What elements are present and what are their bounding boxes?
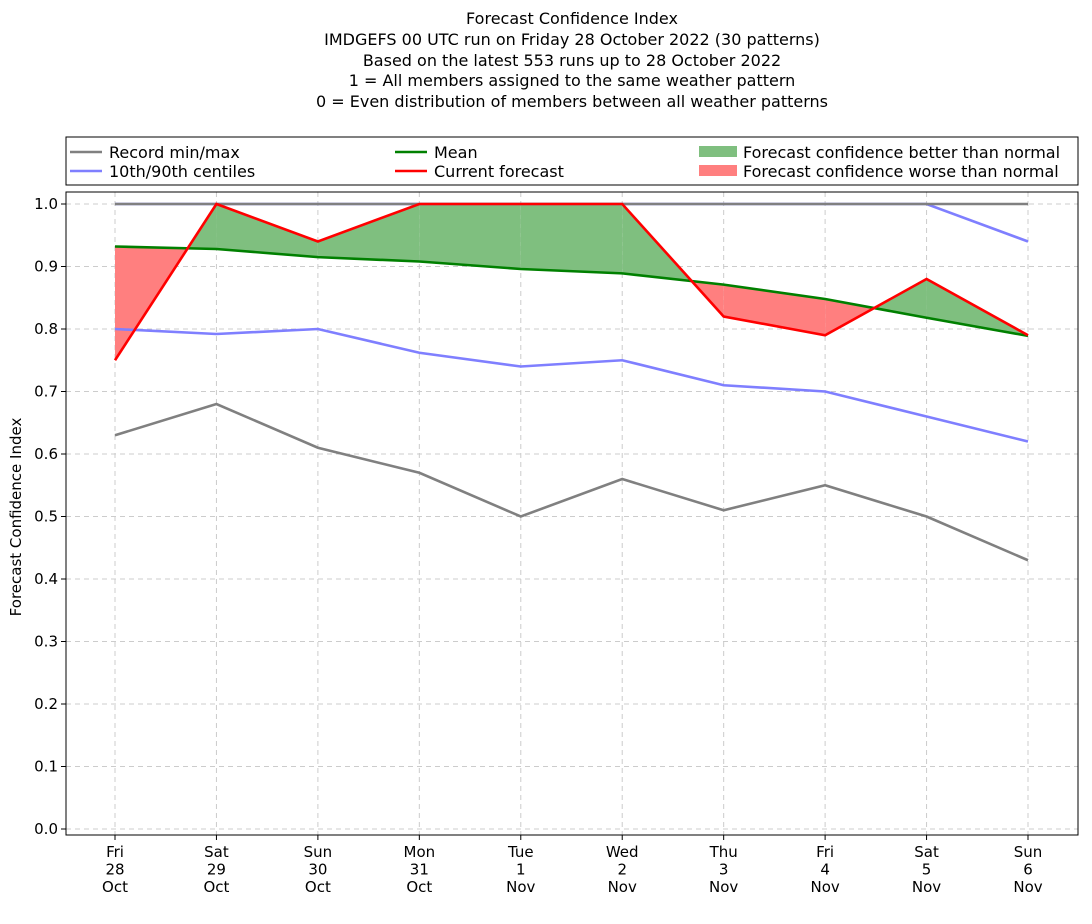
x-tick-label: Tue xyxy=(507,843,534,861)
legend-frame xyxy=(65,136,1079,186)
fill-better-than-normal xyxy=(874,279,927,318)
x-tick-label: Thu xyxy=(709,843,738,861)
x-tick-label: 1 xyxy=(516,861,526,879)
x-tick-label: 6 xyxy=(1023,861,1033,879)
y-tick-label: 0.8 xyxy=(34,320,58,338)
y-tick-label: 1.0 xyxy=(34,195,58,213)
x-tick-label: Sat xyxy=(914,843,939,861)
fill-better-than-normal xyxy=(216,204,318,258)
series-line-record-min xyxy=(114,402,1029,562)
x-tick-label: 2 xyxy=(617,861,627,879)
x-tick-label: Fri xyxy=(106,843,124,861)
fill-worse-than-normal xyxy=(825,299,875,336)
x-tick-label: 30 xyxy=(308,861,327,879)
x-tick-label: Nov xyxy=(1013,878,1042,896)
plot-area-frame xyxy=(65,191,1079,836)
y-tick-label: 0.2 xyxy=(34,695,58,713)
x-axis: Fri28OctSat29OctSun30OctMon31OctTue1NovW… xyxy=(102,835,1043,896)
x-tick-label: Oct xyxy=(102,878,128,896)
x-tick-label: Sun xyxy=(304,843,333,861)
series-lines xyxy=(113,202,1029,562)
x-tick-label: 3 xyxy=(719,861,729,879)
x-tick-label: 28 xyxy=(105,861,124,879)
fill-better-than-normal xyxy=(317,204,420,262)
legend-label-mean: Mean xyxy=(434,143,478,162)
grid xyxy=(66,192,1078,835)
y-tick-label: 0.1 xyxy=(34,758,58,776)
y-tick-label: 0.3 xyxy=(34,633,58,651)
legend-swatch-worse xyxy=(699,165,737,176)
title-line-4: 1 = All members assigned to the same wea… xyxy=(349,71,796,90)
legend-label-worse: Forecast confidence worse than normal xyxy=(743,162,1059,181)
x-tick-label: Nov xyxy=(608,878,637,896)
y-tick-label: 0.6 xyxy=(34,445,58,463)
x-tick-label: Oct xyxy=(203,878,229,896)
x-tick-label: Sun xyxy=(1014,843,1043,861)
x-tick-label: 29 xyxy=(207,861,226,879)
confidence-fills xyxy=(115,204,1028,361)
y-tick-label: 0.0 xyxy=(34,820,58,838)
x-tick-label: Sat xyxy=(204,843,229,861)
x-tick-label: Oct xyxy=(406,878,432,896)
x-tick-label: Mon xyxy=(404,843,436,861)
x-tick-label: Nov xyxy=(709,878,738,896)
legend-swatch-better xyxy=(699,146,737,157)
y-tick-label: 0.4 xyxy=(34,570,58,588)
title-line-5: 0 = Even distribution of members between… xyxy=(316,92,828,111)
x-tick-label: 31 xyxy=(410,861,429,879)
x-tick-label: Nov xyxy=(506,878,535,896)
chart-title: Forecast Confidence Index IMDGEFS 00 UTC… xyxy=(316,9,828,111)
legend: Record min/max 10th/90th centiles Mean C… xyxy=(65,136,1079,186)
series-line-current xyxy=(113,202,1029,361)
series-line-p10 xyxy=(114,327,1029,443)
x-tick-label: 5 xyxy=(922,861,932,879)
y-tick-label: 0.7 xyxy=(34,383,58,401)
y-tick-label: 0.9 xyxy=(34,258,58,276)
y-tick-label: 0.5 xyxy=(34,508,58,526)
fill-better-than-normal xyxy=(419,204,521,269)
legend-label-centiles: 10th/90th centiles xyxy=(109,162,255,181)
x-tick-label: 4 xyxy=(820,861,830,879)
fill-worse-than-normal xyxy=(723,284,826,336)
y-axis-label: Forecast Confidence Index xyxy=(7,418,25,617)
x-tick-label: Oct xyxy=(305,878,331,896)
title-line-1: Forecast Confidence Index xyxy=(466,9,678,28)
x-tick-label: Fri xyxy=(816,843,834,861)
y-axis: 0.0 0.1 0.2 0.3 0.4 0.5 0.6 0.7 0.8 0.9 1.0 xyxy=(34,195,66,838)
legend-label-better: Forecast confidence better than normal xyxy=(743,143,1060,162)
title-line-2: IMDGEFS 00 UTC run on Friday 28 October … xyxy=(324,30,820,49)
x-tick-label: Wed xyxy=(606,843,639,861)
x-tick-label: Nov xyxy=(810,878,839,896)
x-tick-label: Nov xyxy=(912,878,941,896)
legend-label-record: Record min/max xyxy=(109,143,240,162)
title-line-3: Based on the latest 553 runs up to 28 Oc… xyxy=(363,51,781,70)
fill-better-than-normal xyxy=(520,204,623,274)
legend-label-current: Current forecast xyxy=(434,162,564,181)
